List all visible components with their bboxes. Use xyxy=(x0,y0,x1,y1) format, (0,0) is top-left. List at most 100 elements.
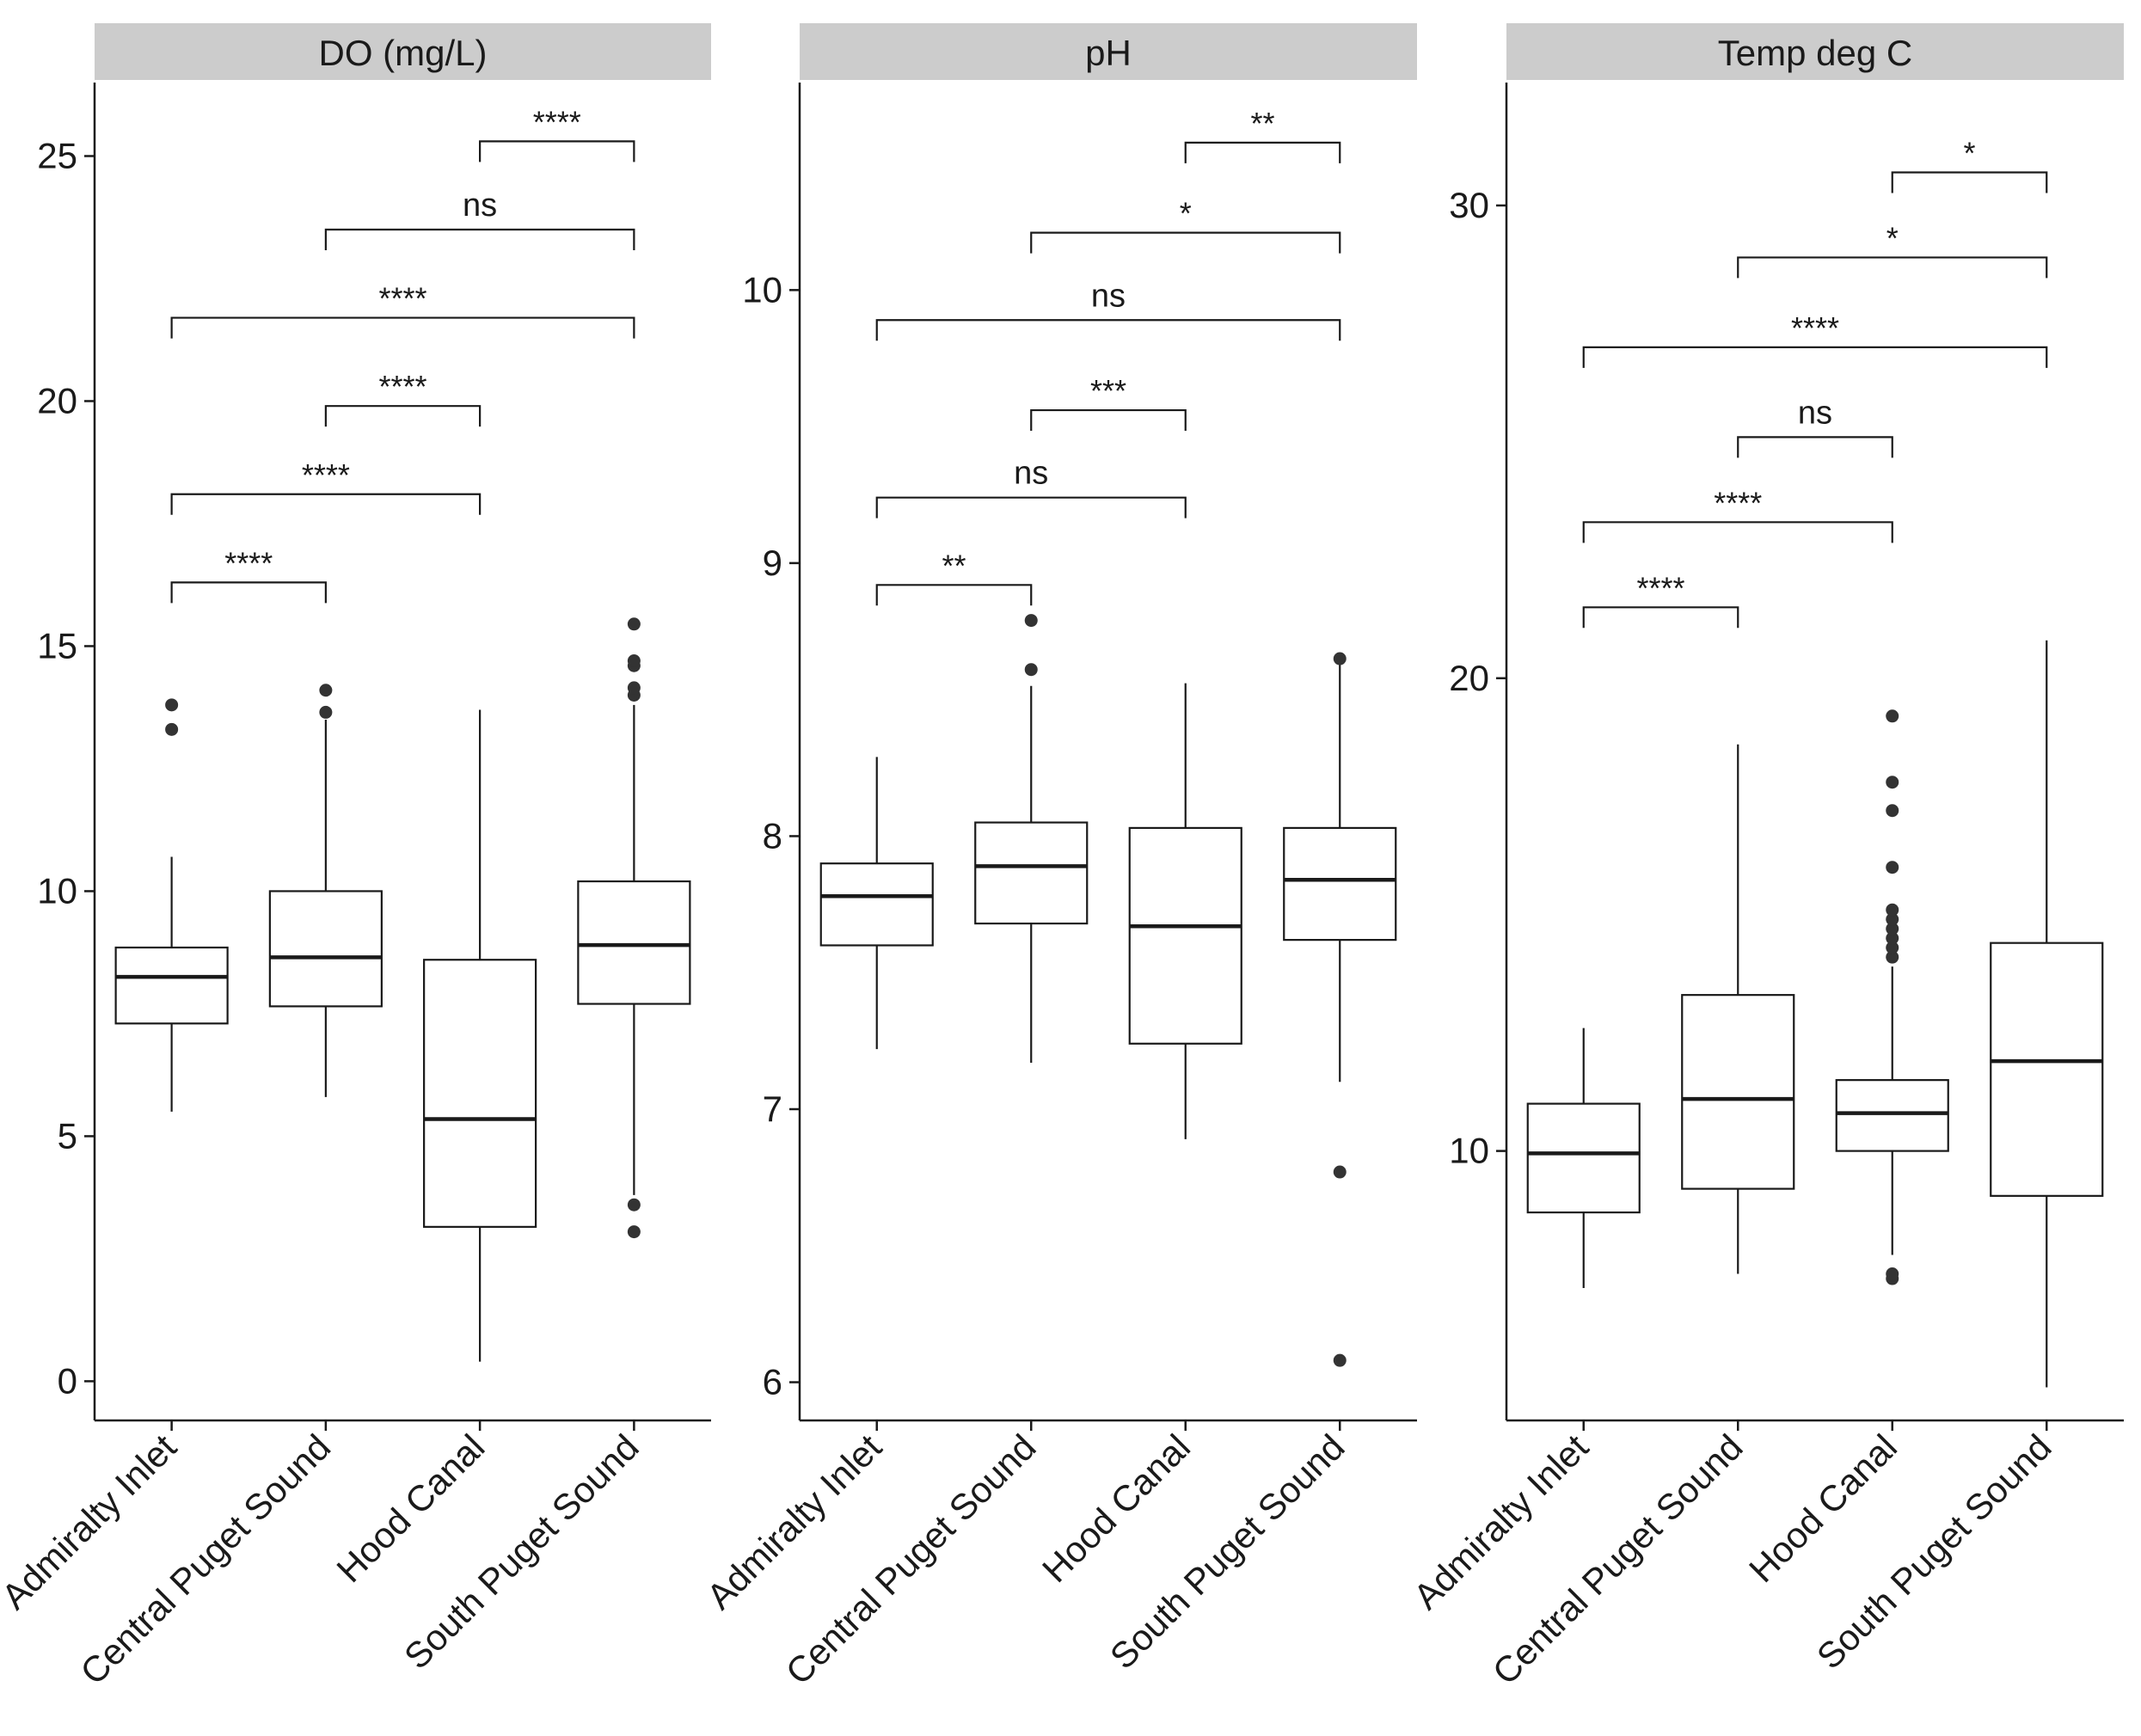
x-category-label: Hood Canal xyxy=(1741,1426,1905,1590)
significance-bracket: ** xyxy=(1184,106,1341,163)
significance-label: ns xyxy=(1091,278,1126,314)
outlier-point xyxy=(627,617,641,631)
bracket-line xyxy=(875,319,1341,341)
significance-bracket: **** xyxy=(170,457,482,515)
bracket-line xyxy=(1737,436,1893,458)
y-tick-label: 30 xyxy=(1449,185,1489,225)
outlier-point xyxy=(1886,922,1899,935)
significance-bracket: **** xyxy=(1582,485,1893,543)
outlier-point xyxy=(1024,663,1038,677)
box-body xyxy=(1835,1079,1949,1152)
x-category-label: Central Puget Sound xyxy=(778,1426,1044,1692)
outlier-point xyxy=(1024,614,1038,628)
significance-label: **** xyxy=(378,281,426,316)
box-central-puget-sound xyxy=(1681,744,1795,1274)
facet-title: pH xyxy=(1085,33,1132,73)
facet-strip xyxy=(95,23,711,80)
significance-label: **** xyxy=(533,104,581,139)
significance-label: ** xyxy=(1250,106,1274,141)
significance-label: * xyxy=(1886,220,1899,255)
outlier-point xyxy=(627,681,641,695)
significance-label: * xyxy=(1963,135,1975,170)
box-body xyxy=(114,946,229,1025)
outlier-point xyxy=(1333,652,1347,666)
x-category-label: Hood Canal xyxy=(328,1426,492,1590)
y-tick-label: 8 xyxy=(763,815,782,856)
bracket-line xyxy=(1030,231,1341,254)
box-body xyxy=(1990,942,2104,1197)
y-tick-label: 10 xyxy=(742,269,782,310)
box-admiralty-inlet xyxy=(1526,1027,1641,1289)
box-body xyxy=(1526,1102,1641,1214)
box-hood-canal xyxy=(423,709,537,1362)
outlier-point xyxy=(627,1225,641,1239)
significance-label: ns xyxy=(463,187,497,224)
significance-bracket: **** xyxy=(324,369,482,427)
bracket-line xyxy=(1737,256,2048,279)
box-central-puget-sound xyxy=(268,684,383,1097)
bracket-line xyxy=(875,584,1033,606)
outlier-point xyxy=(1333,1165,1347,1179)
significance-bracket: **** xyxy=(170,545,327,604)
box-body xyxy=(819,862,934,947)
significance-label: **** xyxy=(1714,485,1762,520)
significance-bracket: **** xyxy=(1582,310,2048,368)
x-category-label: Hood Canal xyxy=(1034,1426,1198,1590)
y-tick-label: 20 xyxy=(1449,658,1489,698)
box-south-puget-sound xyxy=(1990,640,2104,1388)
y-tick-label: 0 xyxy=(58,1360,77,1401)
box-body xyxy=(974,821,1089,925)
facet-strip xyxy=(800,23,1417,80)
box-hood-canal xyxy=(1835,709,1949,1285)
significance-label: **** xyxy=(302,457,350,493)
outlier-point xyxy=(319,684,333,697)
outlier-point xyxy=(1333,1353,1347,1367)
y-tick-label: 10 xyxy=(37,870,77,911)
box-south-puget-sound xyxy=(577,617,691,1239)
significance-bracket: * xyxy=(1891,135,2048,193)
outlier-point xyxy=(1886,1267,1899,1281)
significance-label: ** xyxy=(942,548,966,583)
y-tick-label: 7 xyxy=(763,1089,782,1129)
outlier-point xyxy=(165,722,179,736)
significance-label: ns xyxy=(1014,456,1048,492)
significance-label: **** xyxy=(378,369,426,404)
outlier-point xyxy=(627,1198,641,1212)
significance-bracket: **** xyxy=(479,104,635,163)
significance-label: **** xyxy=(224,545,273,580)
outlier-point xyxy=(1886,804,1899,818)
outlier-point xyxy=(1886,709,1899,723)
y-tick-label: 10 xyxy=(1449,1131,1489,1171)
significance-bracket: **** xyxy=(1582,570,1739,629)
box-central-puget-sound xyxy=(974,614,1089,1064)
box-body xyxy=(577,880,691,1005)
outlier-point xyxy=(1886,912,1899,926)
bracket-line xyxy=(1582,521,1893,543)
significance-bracket: ** xyxy=(875,548,1033,606)
significance-bracket: ns xyxy=(1737,395,1893,458)
significance-bracket: ns xyxy=(875,278,1341,341)
outlier-point xyxy=(319,705,333,719)
y-tick-label: 20 xyxy=(37,380,77,420)
bracket-line xyxy=(324,405,482,427)
bracket-line xyxy=(170,316,635,339)
facet-title: DO (mg/L) xyxy=(318,33,487,73)
y-tick-label: 6 xyxy=(763,1362,782,1402)
box-body xyxy=(423,959,537,1228)
box-body xyxy=(1128,826,1242,1045)
significance-bracket: ns xyxy=(875,456,1187,518)
outlier-point xyxy=(1886,941,1899,954)
bracket-line xyxy=(875,496,1187,518)
bracket-line xyxy=(1184,141,1341,163)
significance-bracket: *** xyxy=(1030,373,1187,432)
box-body xyxy=(1283,826,1397,942)
x-category-label: Central Puget Sound xyxy=(72,1426,338,1692)
significance-bracket: * xyxy=(1030,196,1341,254)
box-admiralty-inlet xyxy=(114,698,229,1112)
box-body xyxy=(1681,994,1795,1190)
significance-label: *** xyxy=(1090,373,1126,408)
y-tick-label: 9 xyxy=(763,543,782,583)
bracket-line xyxy=(479,140,635,163)
